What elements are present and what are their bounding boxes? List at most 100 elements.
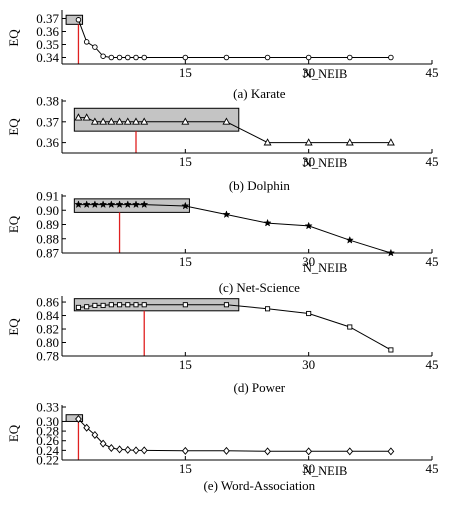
y-tick-label: 0.36 <box>36 135 59 150</box>
data-point <box>107 117 116 125</box>
data-point <box>347 54 353 61</box>
data-point <box>140 117 149 125</box>
data-point <box>90 200 99 209</box>
y-tick-label: 0.33 <box>36 400 59 415</box>
data-point <box>141 54 147 61</box>
data-point <box>304 221 313 230</box>
data-point <box>347 324 353 330</box>
data-point <box>388 347 394 353</box>
y-tick-label: 0.36 <box>36 24 59 39</box>
data-point <box>304 138 313 146</box>
y-axis-label: EQ <box>6 29 21 47</box>
data-point <box>107 200 116 209</box>
panel-caption: (d) Power <box>234 380 286 395</box>
y-tick-label: 0.35 <box>36 37 59 52</box>
data-point <box>123 117 132 125</box>
data-point <box>99 117 108 125</box>
panel-1: 0.340.350.360.37 15 30 45 EQ N_NEIB (a) Karate <box>6 10 439 101</box>
data-point <box>125 302 131 308</box>
data-point <box>263 138 272 146</box>
x-tick-label: 30 <box>302 154 315 169</box>
y-tick-label: 0.78 <box>36 349 59 364</box>
x-tick-label: 15 <box>179 254 192 269</box>
y-axis-label: EQ <box>6 424 21 442</box>
data-point <box>263 218 272 227</box>
data-point <box>92 44 98 50</box>
x-tick-label: 45 <box>426 357 439 372</box>
data-point <box>387 447 395 456</box>
data-point <box>116 54 123 61</box>
y-axis-label: EQ <box>6 318 21 336</box>
data-point <box>265 306 271 312</box>
data-point <box>115 200 124 209</box>
y-tick-label: 0.84 <box>36 308 59 323</box>
data-point <box>140 446 148 455</box>
data-point <box>182 54 189 61</box>
y-tick-label: 0.28 <box>36 424 59 439</box>
x-axis-label: N_NEIB <box>303 261 347 275</box>
data-point <box>264 54 271 61</box>
data-point <box>386 138 395 146</box>
data-point <box>84 304 90 310</box>
data-point <box>132 446 140 455</box>
y-tick-label: 0.26 <box>36 433 59 448</box>
panel-caption: (b) Dolphin <box>229 178 291 193</box>
panel-3: 0.870.880.890.900.91 15 30 45 EQ N_NEIB(c) Ne… <box>6 189 439 296</box>
data-point <box>82 200 91 209</box>
data-point <box>181 201 190 210</box>
data-point <box>74 113 83 121</box>
data-point <box>74 200 83 209</box>
panel-caption: (e) Word-Association <box>203 478 315 493</box>
data-point <box>132 117 140 125</box>
data-point <box>91 430 99 439</box>
data-point <box>124 445 132 454</box>
panel-caption: (c) Net-Science <box>219 280 300 295</box>
data-point <box>117 302 123 308</box>
data-point <box>108 302 114 308</box>
data-point <box>305 54 312 61</box>
y-tick-label: 0.37 <box>36 114 59 129</box>
y-tick-label: 0.80 <box>36 335 59 350</box>
data-point <box>388 54 394 61</box>
data-point <box>125 54 131 61</box>
data-point <box>107 443 115 452</box>
highlight-box <box>65 14 84 25</box>
panel-4: 0.780.800.820.840.86 15 30 45 EQ (d) Power <box>6 295 439 395</box>
x-tick-label: 45 <box>426 254 439 269</box>
data-point <box>223 446 230 455</box>
data-point <box>123 200 132 209</box>
data-point <box>99 439 107 448</box>
y-tick-label: 0.37 <box>36 11 59 26</box>
data-point <box>116 445 123 454</box>
data-point <box>92 302 98 308</box>
data-point <box>100 53 106 59</box>
x-tick-label: 45 <box>426 461 439 476</box>
highlight-box <box>73 107 240 132</box>
x-axis-label: N_NEIB <box>303 67 347 81</box>
data-point <box>133 302 139 308</box>
y-axis-label: EQ <box>6 118 21 136</box>
x-tick-label: 45 <box>426 65 439 80</box>
x-axis-label: N_NEIB <box>303 464 347 478</box>
data-point <box>83 39 90 45</box>
y-tick-label: 0.90 <box>36 203 59 218</box>
y-tick-label: 0.87 <box>36 246 59 261</box>
data-point <box>140 200 149 209</box>
x-tick-label: 15 <box>179 357 192 372</box>
data-point <box>82 113 91 121</box>
data-point <box>75 415 82 424</box>
series-line <box>78 304 392 351</box>
data-point <box>223 302 229 308</box>
data-point <box>386 248 395 257</box>
data-point <box>75 304 81 310</box>
data-point <box>141 302 147 308</box>
x-tick-label: 30 <box>302 254 315 269</box>
data-point <box>223 54 230 61</box>
data-point <box>99 200 108 209</box>
x-tick-label: 15 <box>179 154 192 169</box>
y-tick-label: 0.30 <box>36 414 59 429</box>
panel-2: 0.36 0.37 0.38 15 30 45 EQ N_NEIB (b) Dolphin <box>6 94 439 194</box>
data-point <box>115 117 124 125</box>
panel-5: 0.220.240.260.280.300.33 15 30 45 EQ N_NEIB(e… <box>6 400 439 494</box>
